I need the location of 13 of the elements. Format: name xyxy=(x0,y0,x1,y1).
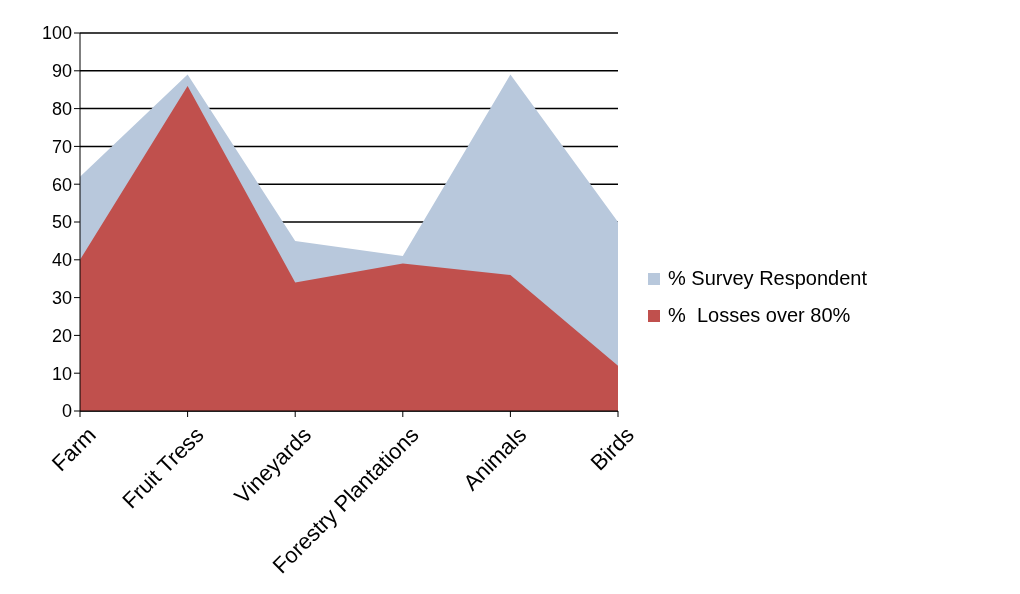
y-tick-label: 100 xyxy=(41,23,72,44)
y-tick-label: 40 xyxy=(51,250,72,271)
y-tick-label: 30 xyxy=(51,287,72,308)
y-tick-label: 0 xyxy=(61,401,72,422)
y-tick-label: 70 xyxy=(51,136,72,157)
y-tick-label: 50 xyxy=(51,212,72,233)
y-tick-label: 80 xyxy=(51,98,72,119)
legend-label: % Survey Respondent xyxy=(668,267,868,290)
y-tick-label: 20 xyxy=(51,325,72,346)
y-tick-label: 10 xyxy=(51,363,72,384)
y-tick-label: 60 xyxy=(51,174,72,195)
legend-label: % Losses over 80% xyxy=(668,304,851,327)
y-tick-label: 90 xyxy=(51,61,72,82)
